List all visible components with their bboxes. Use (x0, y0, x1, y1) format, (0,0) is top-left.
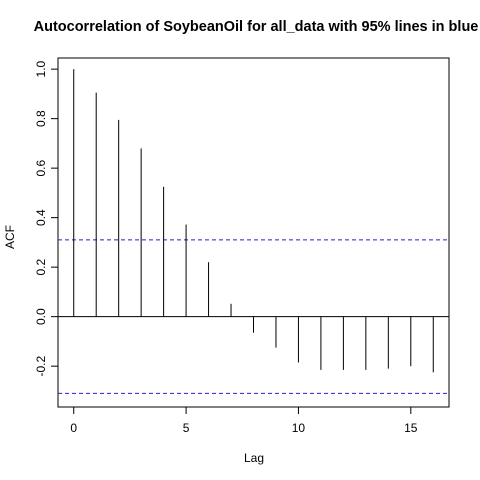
plot-frame (58, 58, 449, 407)
y-tick-label: 1.0 (34, 60, 48, 77)
y-tick-label: 0.4 (34, 209, 48, 226)
x-axis: 0 5 10 15 (70, 407, 417, 435)
x-tick-label: 15 (404, 421, 418, 435)
y-tick-label: 0.0 (34, 308, 48, 325)
y-axis: -0.2 0.0 0.2 0.4 0.6 0.8 1.0 (34, 60, 58, 376)
x-tick-label: 0 (70, 421, 77, 435)
x-axis-label: Lag (244, 451, 264, 465)
x-tick-label: 5 (183, 421, 190, 435)
chart-title: Autocorrelation of SoybeanOil for all_da… (34, 19, 479, 35)
x-tick-label: 10 (292, 421, 306, 435)
y-tick-label: 0.2 (34, 258, 48, 275)
y-tick-label: 0.6 (34, 159, 48, 176)
y-tick-label: -0.2 (34, 355, 48, 376)
acf-bars (74, 69, 434, 372)
y-tick-label: 0.8 (34, 110, 48, 127)
y-axis-label: ACF (3, 225, 17, 249)
